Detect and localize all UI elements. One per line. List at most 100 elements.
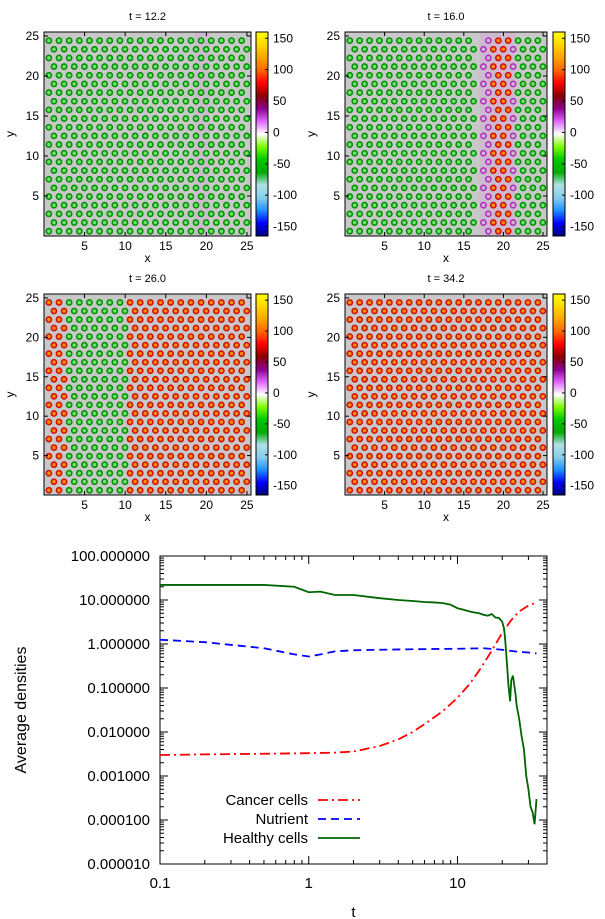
lattice-spot	[356, 227, 364, 235]
lattice-spot	[50, 63, 58, 70]
lattice-spot	[410, 45, 418, 53]
y-tick-label: 15	[26, 370, 40, 384]
lattice-spot	[366, 316, 373, 323]
lattice-spot	[228, 123, 235, 131]
lattice-spot	[197, 37, 205, 44]
lattice-spot	[381, 478, 388, 486]
lattice-spot	[494, 316, 502, 323]
y-tick-label: 25	[26, 29, 40, 43]
lattice-spot	[228, 418, 235, 426]
lattice-spot	[361, 149, 369, 157]
lattice-spot	[45, 54, 53, 62]
lattice-spot	[445, 486, 453, 494]
lattice-spot	[96, 210, 104, 218]
lattice-spot	[480, 201, 487, 209]
lattice-spot	[60, 201, 68, 209]
lattice-spot	[212, 307, 220, 315]
lattice-spot	[121, 358, 129, 366]
lattice-spot	[509, 324, 517, 332]
lattice-spot	[395, 299, 403, 306]
lattice-spot	[131, 444, 139, 451]
lattice-spot	[499, 461, 507, 469]
lattice-spot	[157, 452, 164, 460]
lattice-spot	[465, 350, 472, 358]
lattice-spot	[430, 149, 438, 157]
lattice-spot	[499, 324, 507, 332]
lattice-spot	[70, 63, 78, 70]
lattice-spot	[514, 486, 522, 494]
lattice-spot	[192, 63, 200, 70]
lattice-spot	[356, 486, 364, 494]
density-line-chart: 100.00000010.0000001.0000000.1000000.010…	[13, 548, 548, 919]
lattice-spot	[425, 452, 433, 460]
lattice-spot	[177, 299, 185, 306]
y-axis-label: y	[304, 392, 318, 398]
lattice-spot	[499, 410, 507, 417]
lattice-spot	[504, 89, 512, 96]
lattice-spot	[425, 367, 433, 375]
lattice-spot	[80, 410, 88, 417]
lattice-spot	[131, 427, 139, 434]
lattice-spot	[50, 80, 58, 88]
lattice-spot	[172, 184, 180, 192]
lattice-spot	[106, 299, 114, 306]
lattice-spot	[425, 316, 433, 323]
lattice-spot	[524, 401, 532, 409]
lattice-spot	[371, 392, 378, 400]
lattice-spot	[182, 167, 190, 174]
colorbar	[255, 293, 269, 496]
lattice-spot	[385, 435, 393, 443]
lattice-spot	[243, 219, 251, 226]
lattice-spot	[167, 175, 175, 183]
lattice-spot	[152, 375, 159, 383]
lattice-spot	[385, 469, 393, 477]
lattice-spot	[136, 316, 144, 323]
lattice-spot	[514, 123, 522, 131]
lattice-spot	[223, 427, 230, 434]
lattice-spot	[187, 452, 195, 460]
lattice-spot	[75, 227, 83, 235]
lattice-spot	[207, 299, 215, 306]
lattice-spot	[470, 307, 477, 315]
lattice-spot	[167, 71, 175, 79]
lattice-spot	[405, 333, 413, 341]
colorbar	[552, 293, 566, 496]
lattice-spot	[60, 392, 68, 400]
lattice-spot	[101, 184, 109, 192]
lattice-spot	[238, 158, 246, 166]
lattice-spot	[405, 175, 413, 183]
lattice-spot	[202, 358, 210, 366]
lattice-spot	[243, 461, 251, 469]
lattice-spot	[445, 106, 453, 114]
lattice-spot	[167, 89, 175, 96]
lattice-spot	[385, 54, 393, 62]
colorbar-tick-label: -50	[273, 157, 291, 171]
lattice-spot	[136, 469, 144, 477]
lattice-spot	[157, 210, 164, 218]
lattice-spot	[167, 193, 175, 200]
lattice-spot	[111, 324, 119, 332]
lattice-spot	[91, 307, 98, 315]
lattice-spot	[243, 149, 251, 157]
lattice-spot	[346, 54, 354, 62]
y-tick-label: 15	[327, 370, 341, 384]
lattice-spot	[390, 45, 398, 53]
lattice-spot	[111, 307, 119, 315]
lattice-spot	[395, 123, 403, 131]
lattice-spot	[529, 201, 537, 209]
lattice-spot	[410, 80, 418, 88]
lattice-spot	[91, 115, 98, 122]
lattice-spot	[152, 461, 159, 469]
lattice-spot	[146, 469, 154, 477]
lattice-spot	[425, 435, 433, 443]
lattice-spot	[243, 358, 251, 366]
lattice-spot	[465, 71, 472, 79]
lattice-spot	[445, 316, 453, 323]
lattice-spot	[162, 167, 169, 174]
lattice-spot	[50, 132, 58, 140]
lattice-spot	[187, 435, 195, 443]
lattice-spot	[202, 184, 210, 192]
lattice-spot	[207, 384, 215, 392]
lattice-spot	[415, 418, 423, 426]
lattice-spot	[356, 350, 364, 358]
